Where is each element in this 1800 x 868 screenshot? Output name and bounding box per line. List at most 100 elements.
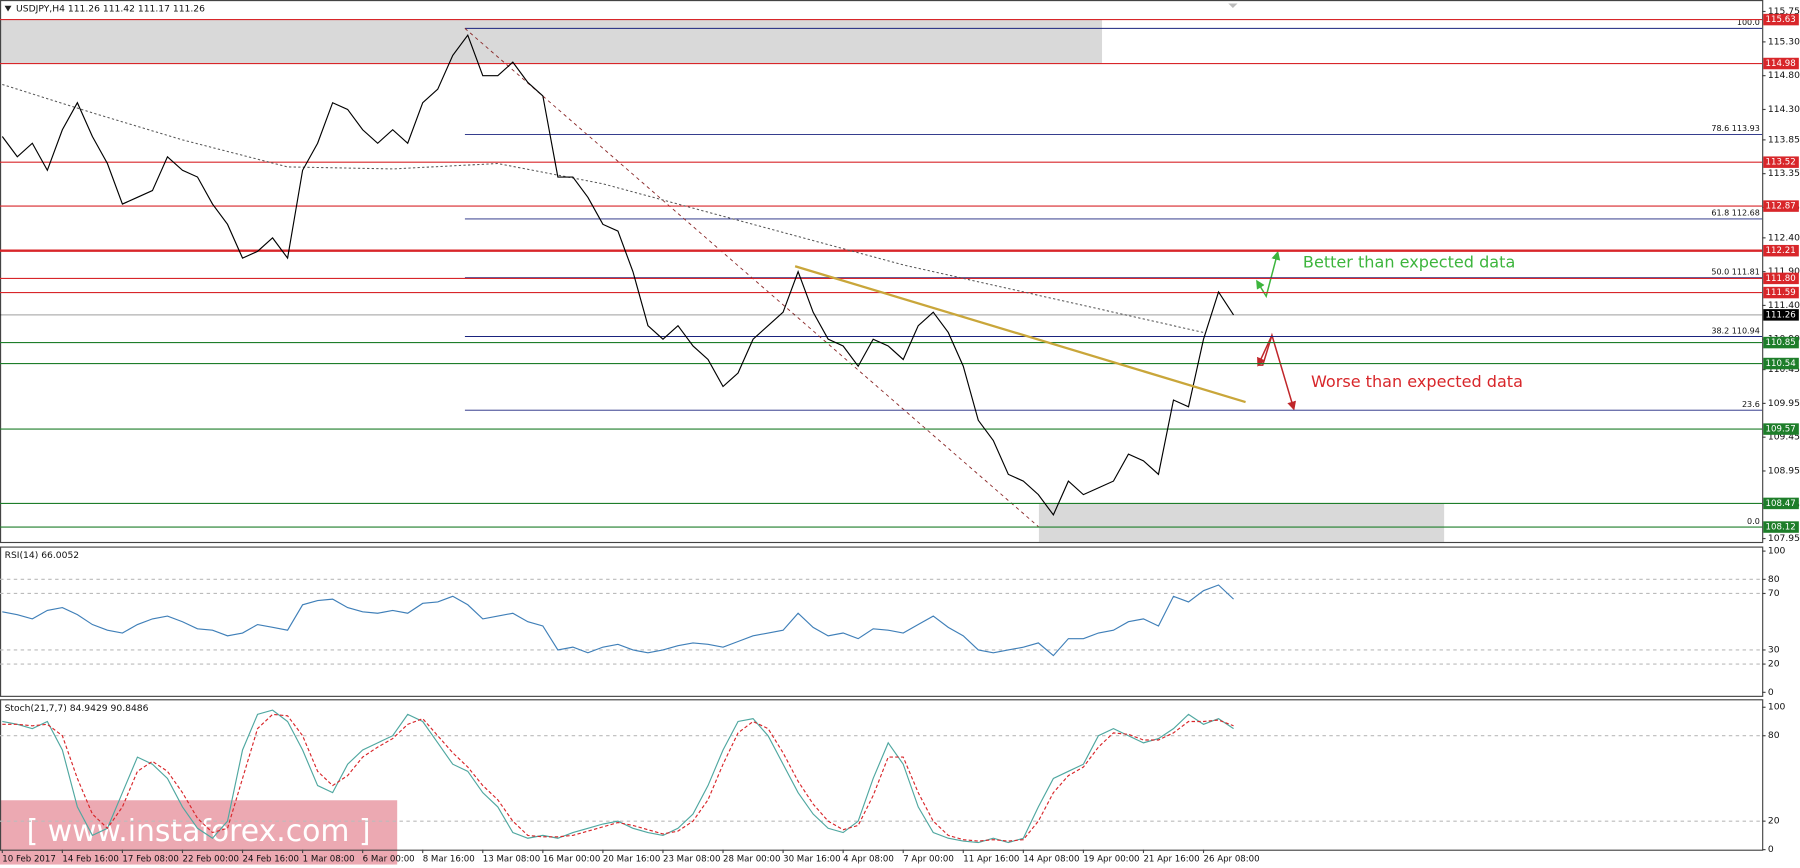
y-tick-label: 70	[1768, 588, 1780, 599]
y-tick-label: 108.95	[1768, 465, 1800, 476]
x-tick-label: 20 Mar 16:00	[603, 854, 660, 864]
panel-frame	[0, 699, 1764, 851]
down-arrow	[1257, 334, 1273, 367]
zone	[0, 19, 1103, 64]
level-label: 112.21	[1766, 246, 1796, 256]
menu-icon	[4, 5, 12, 12]
price-line	[1, 33, 1235, 517]
level-tag	[1763, 497, 1799, 510]
y-tick-label: 110.45	[1768, 364, 1800, 375]
watermark: [ www.instaforex.com ]	[27, 814, 371, 849]
fib-diagonal	[464, 28, 1040, 528]
level-label: 110.85	[1766, 338, 1796, 348]
y-tick-label: 111.40	[1768, 300, 1800, 311]
level-label: 108.12	[1766, 523, 1796, 533]
y-tick-label: 0	[1768, 687, 1774, 698]
indicator-line	[2, 713, 1234, 842]
level-tag	[1763, 357, 1799, 370]
trendline	[794, 265, 1246, 404]
watermark-box	[0, 800, 398, 865]
y-tick-label: 100	[1768, 546, 1786, 557]
panel-title: Stoch(21,7,7) 84.9429 90.8486	[5, 703, 149, 714]
x-tick-label: 30 Mar 16:00	[783, 854, 840, 864]
x-tick-label: 22 Feb 00:00	[182, 854, 238, 864]
y-tick-label: 115.30	[1768, 36, 1800, 47]
level-tag	[1763, 423, 1799, 435]
x-tick-label: 14 Feb 16:00	[62, 854, 118, 864]
level-label: 113.52	[1766, 158, 1796, 168]
level-label: 110.54	[1766, 359, 1796, 369]
level-tag	[1763, 521, 1799, 533]
level-tag	[1763, 13, 1799, 26]
level-label: 111.80	[1766, 274, 1796, 284]
x-tick-label: 28 Mar 00:00	[723, 854, 780, 864]
y-tick-label: 114.30	[1768, 104, 1800, 115]
fib-label: 61.8 112.68	[1711, 209, 1759, 218]
y-tick-label: 112.40	[1768, 232, 1800, 243]
fib-label: 23.6	[1742, 400, 1760, 409]
fib-label: 100.0	[1737, 18, 1760, 27]
y-tick-label: 111.90	[1768, 266, 1800, 277]
x-tick-label: 13 Mar 08:00	[483, 854, 540, 864]
level-label: 111.26	[1766, 310, 1796, 320]
y-tick-label: 0	[1768, 844, 1774, 855]
x-tick-label: 11 Apr 16:00	[963, 854, 1019, 864]
y-tick-label: 100	[1768, 702, 1786, 713]
level-label: 108.47	[1766, 499, 1796, 509]
level-label: 114.98	[1766, 59, 1796, 69]
x-tick-label: 14 Apr 08:00	[1023, 854, 1079, 864]
x-tick-label: 23 Mar 08:00	[663, 854, 720, 864]
level-label: 111.59	[1766, 288, 1796, 298]
level-tag	[1763, 57, 1799, 70]
up-arrow	[1256, 250, 1281, 299]
level-tag	[1763, 272, 1799, 285]
fib-label: 78.6 113.93	[1711, 124, 1759, 133]
annotation: Worse than expected data	[1311, 372, 1523, 391]
x-tick-label: 24 Feb 16:00	[243, 854, 299, 864]
y-tick-label: 113.85	[1768, 134, 1800, 145]
y-tick-label: 114.80	[1768, 70, 1800, 81]
fib-label: 50.0 111.81	[1711, 267, 1759, 276]
y-tick-label: 20	[1768, 659, 1780, 670]
indicator-line	[2, 709, 1234, 844]
x-tick-label: 8 Mar 16:00	[423, 854, 475, 864]
y-tick-label: 80	[1768, 730, 1780, 741]
level-tag	[1763, 156, 1799, 168]
scroll-marker	[1228, 3, 1238, 9]
panel-title: RSI(14) 66.0052	[5, 550, 80, 561]
zone	[1038, 503, 1445, 542]
x-tick-label: 21 Apr 16:00	[1143, 854, 1199, 864]
x-tick-label: 6 Mar 00:00	[363, 854, 415, 864]
x-tick-label: 26 Apr 08:00	[1204, 854, 1260, 864]
y-tick-label: 115.75	[1768, 6, 1800, 17]
annotation: Better than expected data	[1303, 252, 1515, 271]
level-label: 112.87	[1766, 202, 1796, 212]
level-tag	[1763, 286, 1799, 299]
y-tick-label: 113.35	[1768, 168, 1800, 179]
level-tag	[1763, 336, 1799, 349]
x-tick-label: 10 Feb 2017	[2, 854, 56, 864]
level-tag	[1763, 200, 1799, 212]
x-tick-label: 19 Apr 00:00	[1083, 854, 1139, 864]
y-tick-label: 20	[1768, 816, 1780, 827]
level-label: 115.63	[1766, 15, 1796, 25]
level-label: 109.57	[1766, 425, 1796, 435]
level-tag	[1763, 244, 1799, 257]
y-tick-label: 107.95	[1768, 533, 1800, 544]
x-tick-label: 17 Feb 08:00	[122, 854, 178, 864]
x-tick-label: 16 Mar 00:00	[543, 854, 600, 864]
panel-frame	[0, 546, 1764, 697]
level-tag	[1763, 309, 1799, 321]
fib-label: 38.2 110.94	[1711, 326, 1759, 335]
price-line	[2, 584, 1234, 657]
y-tick-label: 109.45	[1768, 432, 1800, 443]
fib-label: 0.0	[1747, 517, 1760, 526]
moving-average	[2, 83, 1204, 333]
x-tick-label: 4 Apr 08:00	[843, 854, 894, 864]
y-tick-label: 80	[1768, 574, 1780, 585]
panel-title: USDJPY,H4 111.26 111.42 111.17 111.26	[16, 4, 205, 15]
x-tick-label: 7 Apr 00:00	[903, 854, 954, 864]
x-tick-label: 1 Mar 08:00	[303, 854, 355, 864]
